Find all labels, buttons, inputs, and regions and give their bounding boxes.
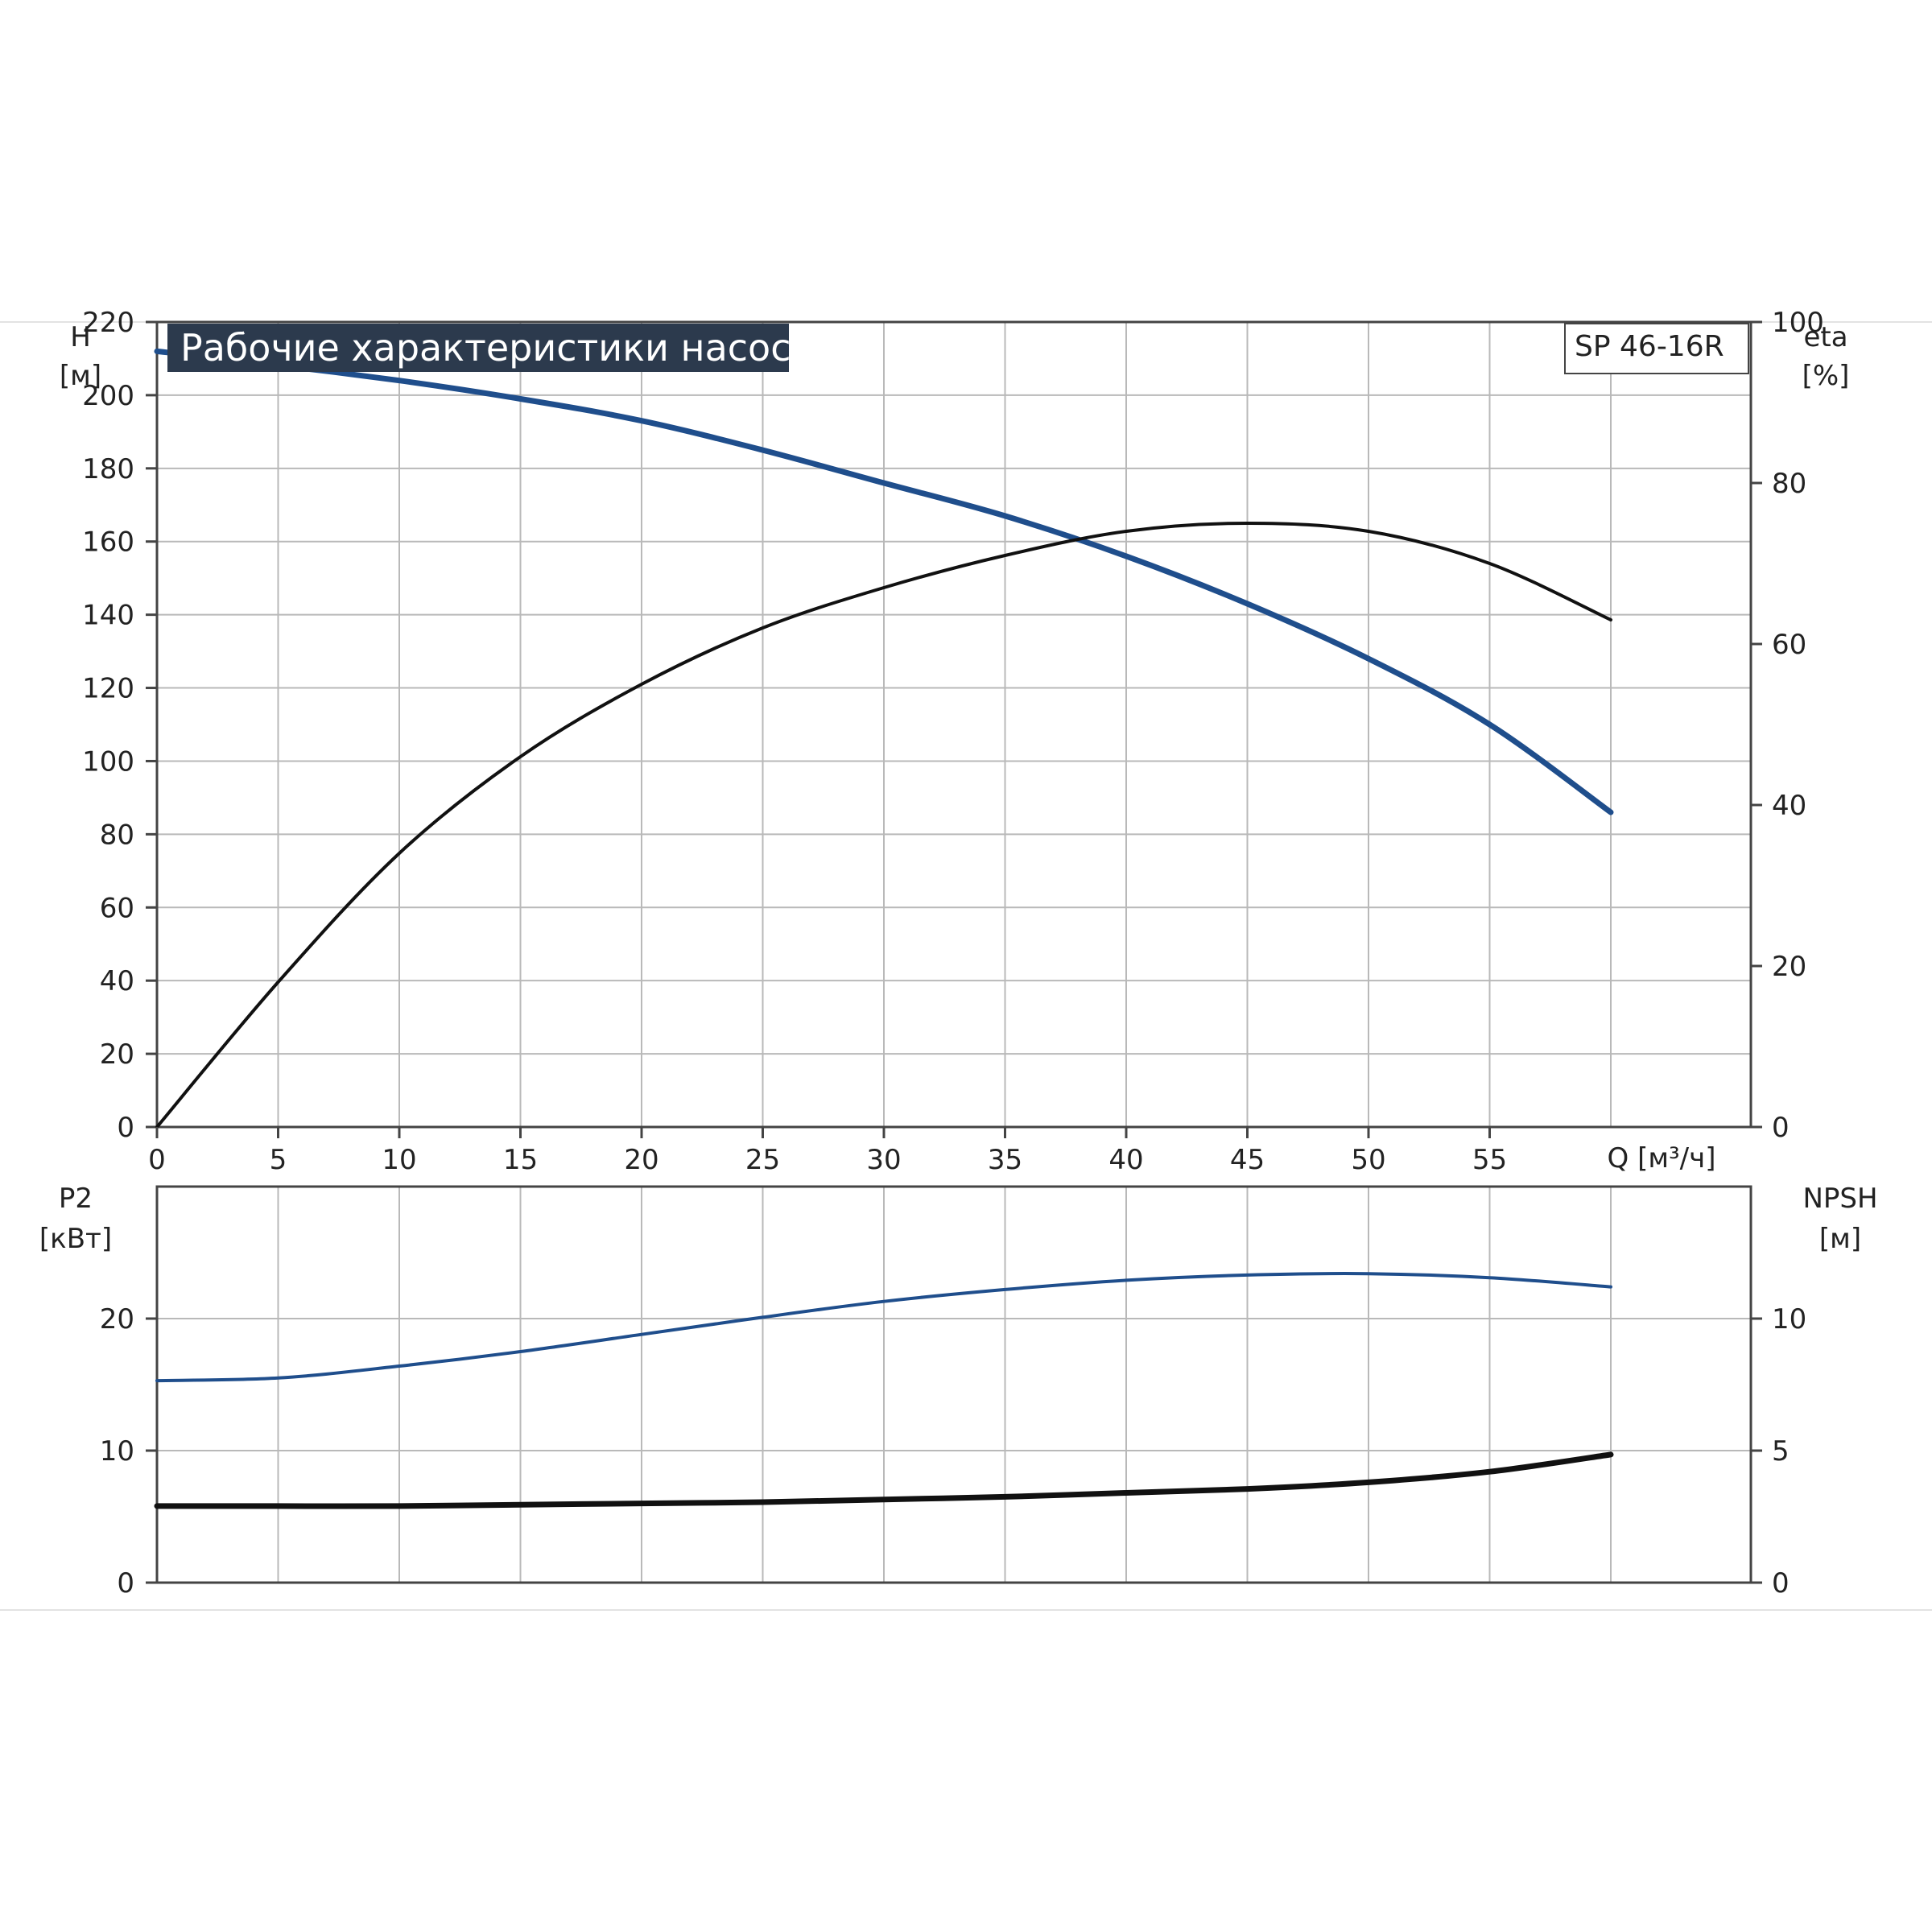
- top-plot: 0204060801001201401601802002200204060801…: [82, 307, 1824, 1176]
- eta-axis-label: eta: [1803, 321, 1847, 353]
- npsh-axis-tick-label: 10: [1772, 1303, 1806, 1335]
- model-box: [1564, 323, 1749, 374]
- bottom-plot: 0 10 20 0 5 10: [100, 1185, 1806, 1600]
- q-axis-tick-label: 20: [624, 1144, 658, 1176]
- npsh-curve-line: [154, 1451, 1614, 1509]
- npsh-axis-unit: [м]: [1819, 1223, 1861, 1255]
- head-curve-line: [154, 348, 1614, 815]
- h-axis-tick-label: 160: [82, 526, 134, 559]
- model-label: SP 46-16R: [1575, 330, 1724, 363]
- p2-axis-tick-label: 20: [100, 1303, 134, 1335]
- q-axis-label: Q [м³/ч]: [1608, 1142, 1716, 1174]
- h-axis-tick-label: 200: [82, 380, 134, 412]
- eta-axis-tick-label: 40: [1772, 790, 1806, 822]
- eta-axis-tick-label: 80: [1772, 468, 1806, 500]
- q-axis-tick-label: 50: [1351, 1144, 1385, 1176]
- eta-axis-tick-label: 20: [1772, 951, 1806, 983]
- eta-axis-tick-label: 60: [1772, 629, 1806, 661]
- q-axis-tick-label: 30: [866, 1144, 901, 1176]
- chart-title-box: [167, 324, 789, 372]
- q-axis-tick-label: 10: [382, 1144, 416, 1176]
- h-axis-label: H: [70, 321, 91, 353]
- q-axis-tick-label: 15: [503, 1144, 538, 1176]
- q-axis-tick-label: 55: [1472, 1144, 1507, 1176]
- p2-axis-tick-label: 0: [117, 1567, 134, 1600]
- h-axis-tick-label: 180: [82, 453, 134, 485]
- h-axis-tick-label: 120: [82, 673, 134, 705]
- npsh-axis-label: NPSH: [1802, 1183, 1877, 1215]
- bottom-plot-frame: [155, 1185, 1752, 1584]
- eta-axis-tick-label: 0: [1772, 1112, 1790, 1144]
- h-axis-tick-label: 220: [82, 307, 134, 339]
- p2-axis-tick-label: 10: [100, 1435, 134, 1468]
- h-axis-tick-label: 0: [117, 1112, 134, 1144]
- power-p2-curve-line: [155, 1272, 1612, 1383]
- q-axis-tick-label: 25: [745, 1144, 780, 1176]
- h-axis-tick-label: 60: [100, 892, 134, 924]
- top-plot-frame: [155, 320, 1752, 1129]
- h-axis-tick-label: 20: [100, 1038, 134, 1071]
- h-axis-unit: [м]: [60, 360, 101, 392]
- p2-axis-label: P2: [59, 1183, 93, 1215]
- chart-title: Рабочие характеристики насоса: [180, 326, 814, 369]
- efficiency-curve-line: [155, 522, 1612, 1129]
- h-axis-tick-label: 80: [100, 819, 134, 851]
- q-axis-tick-label: 45: [1230, 1144, 1265, 1176]
- p2-axis-unit: [кВт]: [39, 1223, 112, 1255]
- q-axis-tick-label: 40: [1108, 1144, 1143, 1176]
- h-axis-tick-label: 40: [100, 965, 134, 997]
- h-axis-tick-label: 140: [82, 600, 134, 632]
- eta-axis-unit: [%]: [1802, 360, 1850, 392]
- eta-axis-tick-label: 100: [1772, 307, 1824, 339]
- q-axis-tick-label: 35: [988, 1144, 1022, 1176]
- h-axis-tick-label: 100: [82, 745, 134, 778]
- q-axis-tick-label: 5: [270, 1144, 287, 1176]
- q-axis-tick-label: 0: [148, 1144, 166, 1176]
- npsh-axis-tick-label: 5: [1772, 1435, 1790, 1468]
- npsh-axis-tick-label: 0: [1772, 1567, 1790, 1600]
